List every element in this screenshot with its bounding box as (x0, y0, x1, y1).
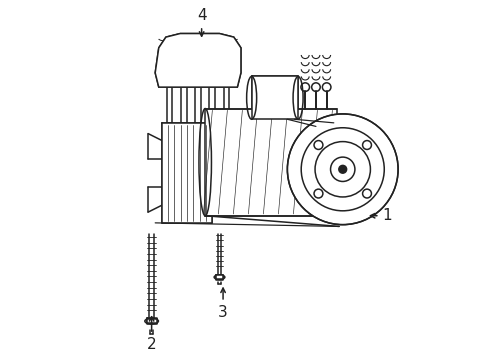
Text: 3: 3 (218, 288, 227, 320)
Polygon shape (251, 76, 298, 119)
Text: 4: 4 (196, 8, 206, 36)
Polygon shape (162, 123, 212, 223)
Circle shape (287, 114, 397, 225)
Polygon shape (215, 275, 223, 279)
Circle shape (338, 165, 346, 173)
Polygon shape (155, 33, 241, 87)
Text: 2: 2 (146, 317, 156, 352)
Polygon shape (146, 319, 156, 323)
Text: 1: 1 (370, 208, 391, 223)
Polygon shape (205, 109, 337, 216)
